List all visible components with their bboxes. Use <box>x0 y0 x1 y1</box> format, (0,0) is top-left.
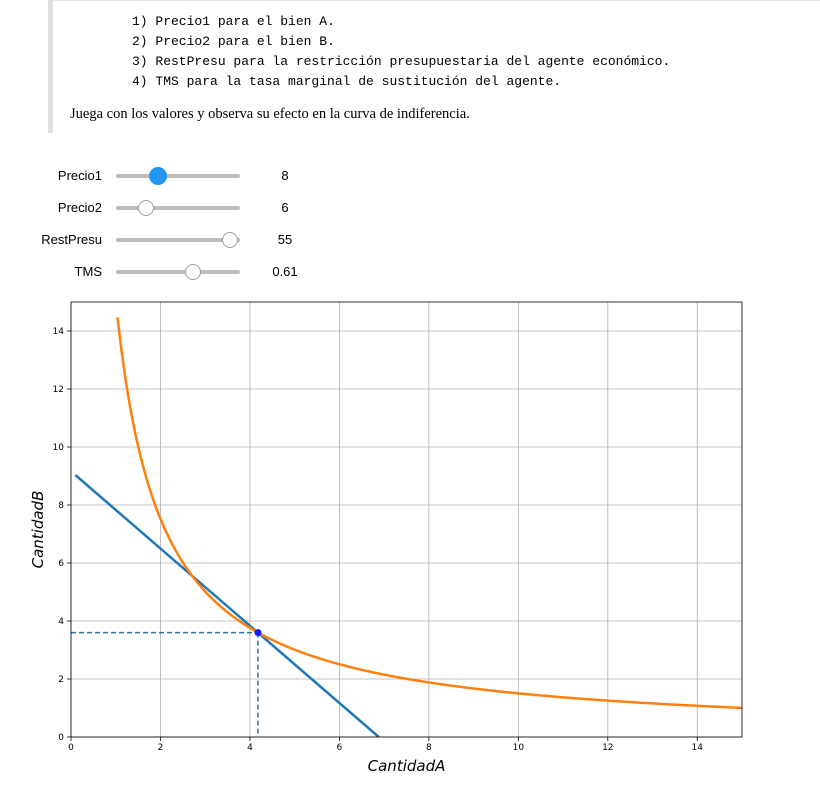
y-tick-label: 6 <box>58 559 64 569</box>
slider-label: Precio1 <box>57 168 102 183</box>
instruction-list: 1) Precio1 para el bien A. 2) Precio2 pa… <box>132 12 670 92</box>
y-tick-label: 8 <box>58 501 64 511</box>
slider-value[interactable]: 55 <box>277 232 293 247</box>
y-tick-label: 10 <box>53 443 65 453</box>
indifference-curve <box>116 317 742 710</box>
x-tick-label: 2 <box>158 743 164 753</box>
y-axis-label: CantidadB <box>29 491 47 569</box>
slider-handle[interactable] <box>222 232 239 248</box>
x-tick-label: 12 <box>602 743 613 753</box>
slider-restpresu: RestPresu 55 <box>0 228 320 252</box>
slider-track[interactable] <box>116 200 240 216</box>
x-tick-label: 8 <box>426 743 432 753</box>
instruction-item: 3) RestPresu para la restricción presupu… <box>132 54 671 69</box>
slider-label: TMS <box>74 264 102 279</box>
x-tick-label: 0 <box>68 743 74 753</box>
slider-value[interactable]: 8 <box>281 168 289 183</box>
y-tick-label: 12 <box>53 385 64 395</box>
x-tick-label: 4 <box>247 743 253 753</box>
slider-label: RestPresu <box>41 232 102 247</box>
blockquote-bar <box>48 0 53 133</box>
x-tick-label: 14 <box>692 743 704 753</box>
instruction-item: 1) Precio1 para el bien A. <box>132 14 335 29</box>
slider-handle[interactable] <box>184 264 201 280</box>
slider-track[interactable] <box>116 264 240 280</box>
y-tick-label: 4 <box>58 617 64 627</box>
slider-value[interactable]: 0.61 <box>272 264 298 279</box>
plot-frame <box>70 301 743 738</box>
slider-handle[interactable] <box>137 200 154 216</box>
y-tick-label: 14 <box>53 327 65 337</box>
x-tick-label: 6 <box>337 743 343 753</box>
cell-top-border <box>48 0 820 5</box>
y-tick-label: 2 <box>58 675 64 685</box>
slider-precio1: Precio1 8 <box>0 164 320 188</box>
slider-precio2: Precio2 6 <box>0 196 320 220</box>
y-tick-label: 0 <box>58 733 64 743</box>
x-tick-label: 10 <box>513 743 525 753</box>
budget-line <box>74 474 380 737</box>
instruction-paragraph: Juega con los valores y observa su efect… <box>70 106 470 122</box>
slider-tms: TMS 0.61 <box>0 260 320 284</box>
instruction-item: 4) TMS para la tasa marginal de sustituc… <box>132 74 562 89</box>
slider-track[interactable] <box>116 232 240 248</box>
indifference-chart: 0 2 4 6 8 10 12 14 0 2 4 6 8 10 12 14 CantidadA CantidadB <box>29 301 743 775</box>
optimum-point <box>254 629 262 637</box>
x-axis-label: CantidadA <box>368 757 446 775</box>
slider-value[interactable]: 6 <box>281 200 289 215</box>
slider-handle[interactable] <box>148 167 167 185</box>
instruction-item: 2) Precio2 para el bien B. <box>132 34 335 49</box>
slider-track[interactable] <box>116 167 240 185</box>
slider-label: Precio2 <box>57 200 102 215</box>
